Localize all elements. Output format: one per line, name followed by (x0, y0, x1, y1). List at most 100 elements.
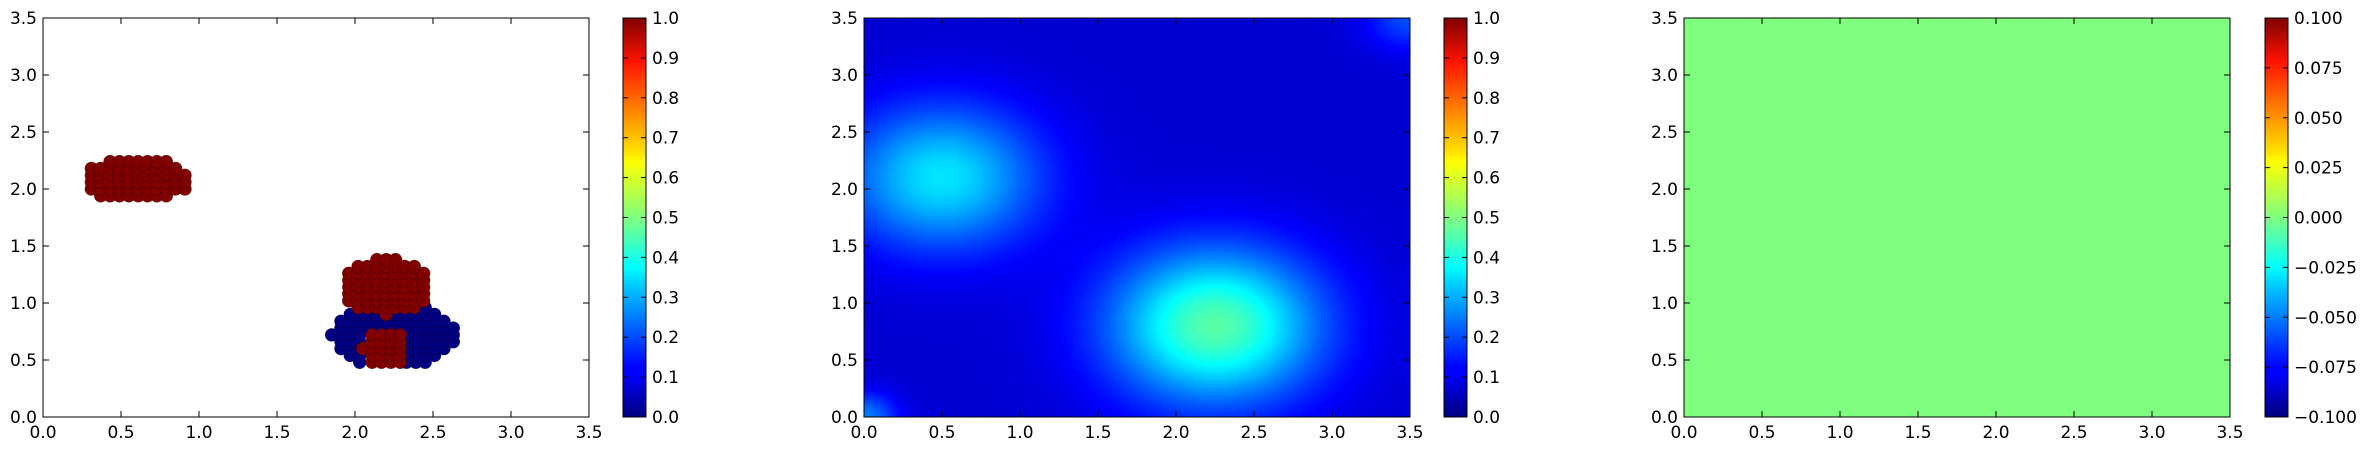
colorbar-tick-label: 0.3 (1473, 288, 1500, 308)
colorbar-tick-label: 0.9 (1473, 49, 1500, 69)
x-tick-label: 0.0 (1670, 423, 1697, 443)
y-tick-label: 0.5 (1651, 351, 1678, 371)
y-tick-label: 2.5 (831, 123, 858, 143)
plot-frame (42, 17, 590, 418)
scatter-point (407, 259, 422, 274)
scatter-point (437, 314, 451, 329)
y-tick-label: 0.0 (10, 408, 37, 428)
colorbar-tick-label: −0.075 (2294, 358, 2357, 378)
colorbar-tick-label: 0.8 (1473, 89, 1500, 109)
y-tick-label: 0.0 (1651, 408, 1678, 428)
scatter-point (446, 321, 461, 335)
x-tick-label: 3.5 (1396, 423, 1423, 443)
y-tick-label: 1.5 (1651, 237, 1678, 257)
scatter-point (388, 252, 403, 267)
y-tick-label: 2.0 (1651, 180, 1678, 200)
y-tick-label: 0.0 (831, 408, 858, 428)
x-tick-label: 3.5 (575, 423, 602, 443)
x-tick-label: 3.0 (497, 423, 524, 443)
colorbar-tick-label: 0.5 (652, 209, 679, 229)
colorbar-tick-label: 0.050 (2294, 109, 2343, 129)
x-tick-label: 2.0 (1982, 423, 2009, 443)
x-tick-label: 3.0 (2138, 423, 2165, 443)
y-tick-label: 1.5 (10, 237, 37, 257)
colorbar-tick-label: 0.9 (652, 49, 679, 69)
colorbar-tick-label: 0.000 (2294, 209, 2343, 229)
y-tick-label: 2.0 (10, 180, 37, 200)
colorbar-tick-label: 0.2 (1473, 328, 1500, 348)
colorbar-tick-label: 0.0 (1473, 408, 1500, 428)
heatmap-image (864, 18, 1410, 417)
x-tick-label: 0.0 (850, 423, 877, 443)
colorbar-tick-label: 0.5 (1473, 209, 1500, 229)
x-tick-label: 2.5 (1240, 423, 1267, 443)
x-tick-label: 0.5 (1748, 423, 1775, 443)
y-tick-label: 3.0 (831, 66, 858, 86)
x-tick-label: 3.5 (2216, 423, 2243, 443)
colorbar-tick-label: 0.1 (652, 368, 679, 388)
y-tick-label: 1.5 (831, 237, 858, 257)
colorbar-tick-label: 0.100 (2294, 9, 2343, 29)
x-tick-label: 1.0 (1006, 423, 1033, 443)
x-tick-label: 2.0 (1162, 423, 1189, 443)
scatter-points (84, 154, 461, 370)
colorbar-tick-label: 0.4 (1473, 248, 1500, 268)
scatter-point (393, 328, 408, 342)
colorbar-tick-label: 0.025 (2294, 159, 2343, 179)
colorbar-ticks: 0.0 0.1 0.2 0.3 0.4 0.5 0.6 0.7 0.8 0.9 1.0 (1444, 9, 1500, 428)
x-tick-label: 0.0 (29, 423, 56, 443)
x-tick-label: 2.5 (419, 423, 446, 443)
y-tick-label: 1.0 (10, 294, 37, 314)
y-tick-label: 3.5 (10, 9, 37, 29)
plot-area (43, 18, 589, 417)
colorbar-tick-label: 1.0 (1473, 9, 1500, 29)
axes: 0.0 0.5 1.0 1.5 2.0 2.5 3.0 3.5 0.0 0.5 1.0 1.5 2.0 2… (10, 9, 603, 443)
panel-heatmap: 0.0 0.5 1.0 1.5 2.0 2.5 3.0 3.5 0.0 0.5 1.0 1.5 2.0 2… (831, 9, 1500, 443)
panel-uniform-heatmap: 0.0 0.5 1.0 1.5 2.0 2.5 3.0 3.5 0.0 0.5 1.0 1.5 2.0 2… (1651, 9, 2357, 443)
x-tick-label: 1.5 (1904, 423, 1931, 443)
colorbar-tick-label: 0.7 (1473, 129, 1500, 149)
y-tick-label: 3.5 (831, 9, 858, 29)
scatter-point (416, 266, 431, 281)
colorbar-tick-label: 0.4 (652, 248, 679, 268)
panel-scatter: 0.0 0.5 1.0 1.5 2.0 2.5 3.0 3.5 0.0 0.5 1.0 1.5 2.0 2… (10, 9, 679, 443)
x-tick-label: 2.5 (2060, 423, 2087, 443)
uniform-heatmap (1684, 18, 2230, 417)
axes: 0.0 0.5 1.0 1.5 2.0 2.5 3.0 3.5 0.0 0.5 1.0 1.5 2.0 2… (831, 9, 1424, 443)
scatter-point (168, 161, 183, 176)
y-tick-label: 1.0 (1651, 294, 1678, 314)
x-tick-label: 0.5 (928, 423, 955, 443)
x-tick-label: 1.0 (185, 423, 212, 443)
colorbar-tick-label: 0.3 (652, 288, 679, 308)
y-tick-label: 2.5 (1651, 123, 1678, 143)
colorbar-tick-label: −0.025 (2294, 258, 2357, 278)
x-tick-label: 2.0 (341, 423, 368, 443)
plot-frame (1683, 17, 2231, 418)
x-tick-label: 3.0 (1318, 423, 1345, 443)
colorbar-tick-label: 0.8 (652, 89, 679, 109)
colorbar-ticks: 0.0 0.1 0.2 0.3 0.4 0.5 0.6 0.7 0.8 0.9 1.0 (623, 9, 679, 428)
x-tick-label: 1.0 (1826, 423, 1853, 443)
colorbar-tick-label: 0.7 (652, 129, 679, 149)
x-tick-label: 1.5 (1084, 423, 1111, 443)
colorbar-tick-label: 0.6 (652, 169, 679, 189)
y-tick-label: 3.0 (10, 66, 37, 86)
y-tick-label: 1.0 (831, 294, 858, 314)
colorbar-tick-label: −0.100 (2294, 408, 2357, 428)
x-tick-label: 1.5 (263, 423, 290, 443)
scatter-point (427, 307, 442, 322)
plot-frame (863, 17, 1411, 418)
y-tick-label: 0.5 (10, 351, 37, 371)
y-tick-label: 2.5 (10, 123, 37, 143)
scatter-point (178, 168, 192, 183)
colorbar-tick-label: 0.2 (652, 328, 679, 348)
x-tick-label: 0.5 (107, 423, 134, 443)
y-tick-label: 0.5 (831, 351, 858, 371)
colorbar-tick-label: 0.0 (652, 408, 679, 428)
colorbar-ticks: −0.100 −0.075 −0.050 −0.025 0.000 0.025 0.050 0… (2265, 9, 2357, 428)
scatter-point (159, 154, 174, 169)
axes: 0.0 0.5 1.0 1.5 2.0 2.5 3.0 3.5 0.0 0.5 1.0 1.5 2.0 2… (1651, 9, 2244, 443)
y-tick-label: 3.0 (1651, 66, 1678, 86)
colorbar-tick-label: −0.050 (2294, 308, 2357, 328)
